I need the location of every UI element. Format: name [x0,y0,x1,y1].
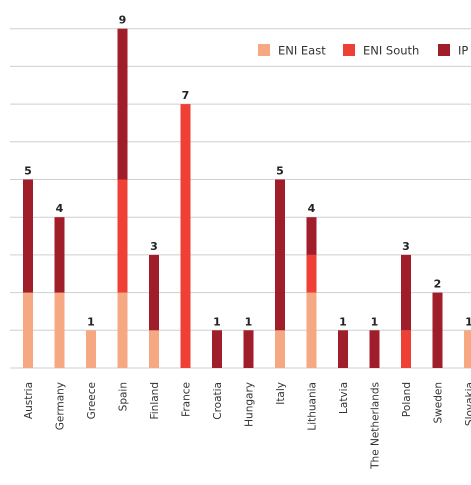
legend: ENI East ENI South IP [258,44,468,58]
bar-lithuania-ip [306,217,317,255]
bar-austria-eni-east [23,292,33,368]
total-label-greece: 1 [87,315,95,328]
x-tick-label-poland: Poland [401,382,413,417]
total-label-finland: 3 [150,240,158,253]
x-tick-label-the-netherlands: The Netherlands [370,382,382,470]
x-axis-labels: Austria Germany Greece Spain Finland France Cr… [23,382,471,470]
x-tick-label-germany: Germany [55,382,67,430]
bar-greece-eni-east [86,330,96,368]
legend-item-ip: IP [438,44,468,58]
bar-poland-ip [401,254,411,331]
legend-item-eni-east: ENI East [258,44,326,58]
total-label-germany: 4 [56,202,64,215]
x-tick-label-lithuania: Lithuania [307,382,319,431]
bar-italy-ip [275,179,285,331]
total-label-italy: 5 [276,165,284,178]
bar-spain-eni-east [117,292,128,368]
bar-the-netherlands-ip [369,330,380,368]
bar-germany-ip [54,217,65,293]
legend-swatch-eni-south [343,44,355,56]
bar-hungary-ip [243,330,254,368]
x-tick-label-spain: Spain [118,382,130,411]
legend-label-ip: IP [458,44,468,58]
bar-sweden-ip [432,292,443,368]
total-label-latvia: 1 [339,315,347,328]
total-label-france: 7 [182,89,190,102]
total-label-lithuania: 4 [308,202,316,215]
legend-label-eni-east: ENI East [278,44,326,58]
bar-spain-ip [117,28,128,180]
total-label-slovakia: 1 [465,315,471,328]
bar-latvia-ip [338,330,348,368]
bar-poland-eni-south [401,330,411,368]
legend-item-eni-south: ENI South [343,44,419,58]
x-tick-label-slovakia: Slovakia [464,382,471,426]
bar-slovakia-eni-east [464,330,471,368]
bar-croatia-ip [212,330,222,368]
x-tick-label-austria: Austria [23,382,35,419]
x-tick-label-sweden: Sweden [433,382,445,424]
x-tick-label-finland: Finland [149,382,161,420]
x-tick-label-france: France [181,382,193,417]
bar-austria-ip [23,179,33,293]
legend-swatch-eni-east [258,44,270,56]
x-tick-label-greece: Greece [86,382,98,419]
total-label-the-netherlands: 1 [371,315,379,328]
bar-spain-eni-south [117,179,128,293]
bar-france-eni-south [180,104,191,368]
legend-swatch-ip [438,44,450,56]
total-label-austria: 5 [24,165,32,178]
total-label-poland: 3 [402,240,410,253]
bar-finland-ip [149,254,159,331]
x-tick-label-latvia: Latvia [338,382,350,414]
bar-finland-eni-east [149,330,159,368]
x-tick-label-hungary: Hungary [244,382,256,427]
x-tick-label-italy: Italy [275,382,287,405]
bar-lithuania-eni-south [306,254,317,293]
total-label-croatia: 1 [213,315,221,328]
total-label-spain: 9 [119,14,127,27]
bar-italy-eni-east [275,330,285,368]
total-label-hungary: 1 [245,315,253,328]
bars [23,28,471,368]
bar-lithuania-eni-east [306,292,317,368]
total-label-sweden: 2 [434,278,442,291]
x-tick-label-croatia: Croatia [212,382,224,420]
bar-germany-eni-east [54,292,65,368]
legend-label-eni-south: ENI South [363,44,419,58]
